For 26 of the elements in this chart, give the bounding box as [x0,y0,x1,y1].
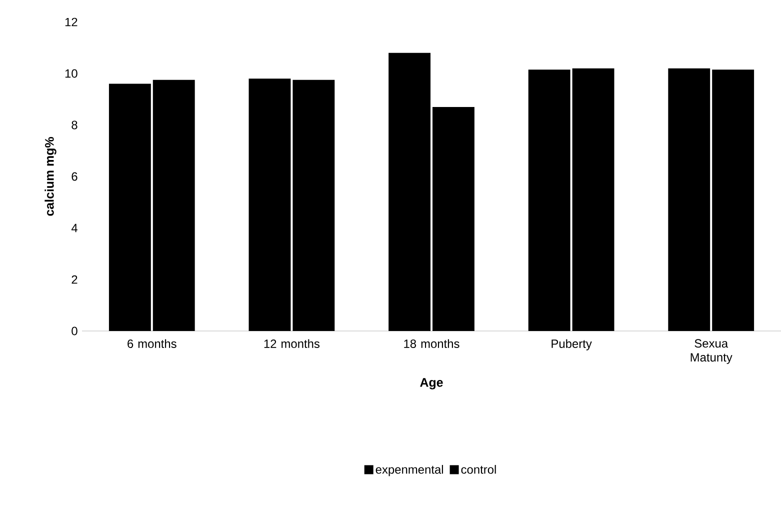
x-tick-label: 12 months [264,339,320,348]
bar [572,68,614,331]
bar [292,80,335,331]
bar [432,106,474,331]
bar [152,80,195,331]
y-tick-label: 12 [65,18,78,26]
bar [712,70,754,331]
x-tick-label: 18 months [404,339,460,348]
y-tick-label: 10 [65,69,78,78]
x-axis-title: Age [420,378,443,390]
y-tick-label: 4 [71,224,78,232]
bar [668,68,710,331]
bar [388,52,431,331]
bar [248,78,291,331]
y-tick-label: 8 [72,120,78,130]
y-tick-label: 2 [72,275,78,284]
bar [528,70,570,331]
y-tick-label: 6 [72,172,78,181]
legend-label: expenmental [376,464,443,476]
x-tick-label: Puberty [552,339,592,350]
bar [108,84,151,331]
x-tick-label: Sexua Matunty [690,339,732,364]
x-tick-label: 6 months [128,339,176,348]
y-tick-label: 0 [72,326,78,336]
y-axis-title: calcium mg% [44,137,56,216]
legend-label: control [461,464,496,474]
